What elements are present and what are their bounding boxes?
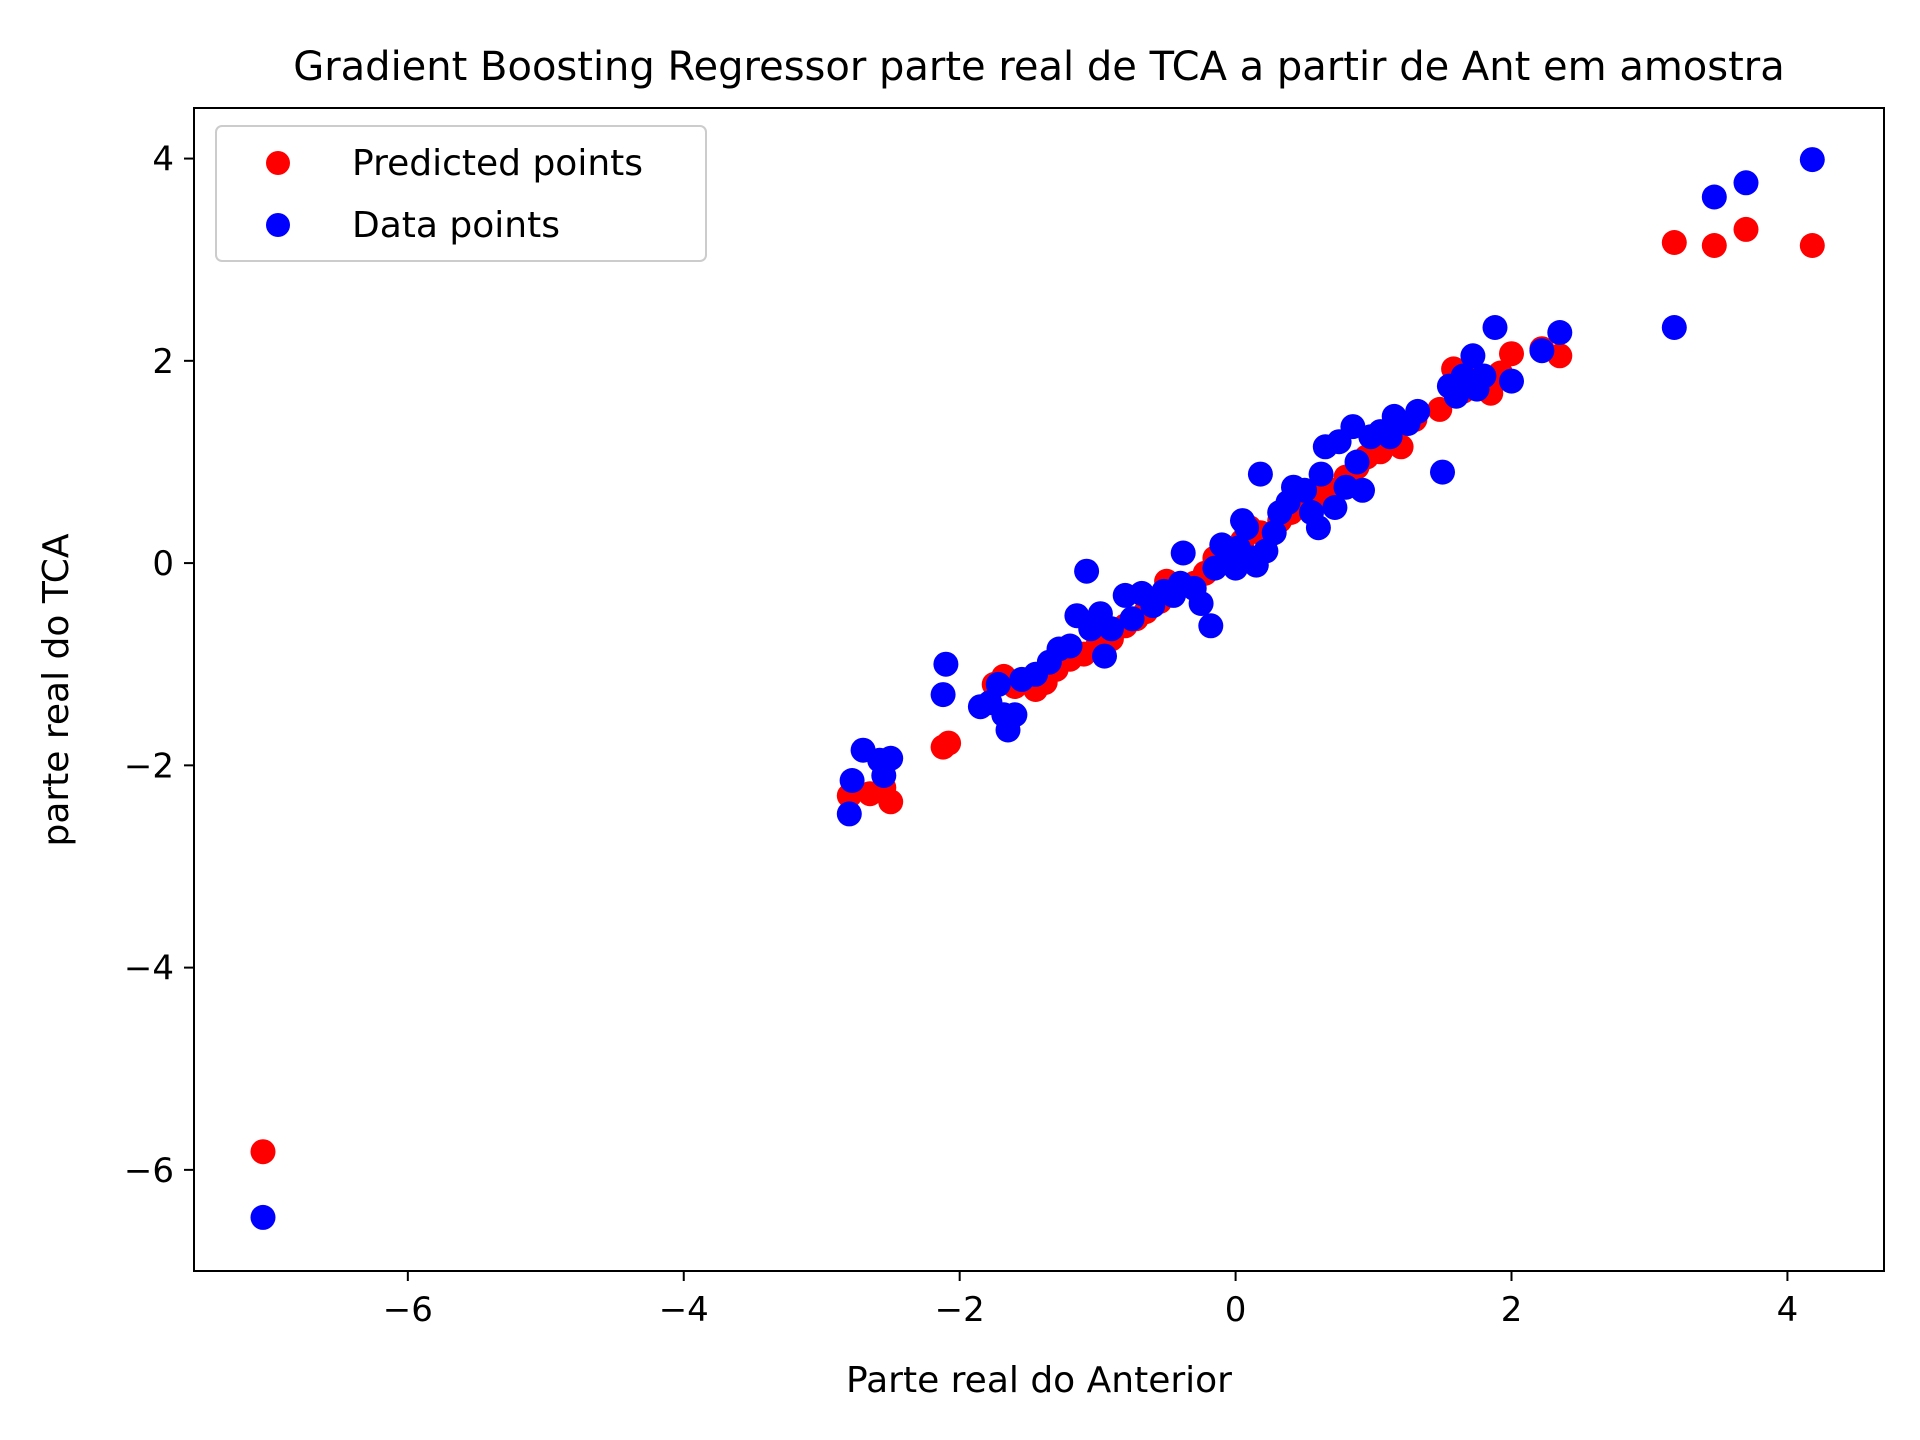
data-point-14 — [1002, 702, 1028, 728]
predicted-point-56 — [1799, 233, 1825, 258]
predicted-point-6 — [936, 730, 962, 756]
y-tick-label: 2 — [152, 342, 174, 382]
data-point-73 — [1460, 343, 1486, 369]
data-point-83 — [1799, 147, 1825, 173]
legend-label-data: Data points — [352, 205, 560, 246]
data-point-1 — [836, 801, 862, 827]
x-tick-label: −2 — [935, 1290, 985, 1330]
y-tick-label: 4 — [152, 140, 174, 180]
data-point-78 — [1529, 338, 1555, 364]
data-point-71 — [1443, 383, 1469, 409]
legend-label-predicted: Predicted points — [352, 143, 643, 184]
predicted-point-0 — [250, 1139, 276, 1165]
predicted-point-53 — [1661, 230, 1687, 255]
data-point-33 — [1170, 540, 1196, 566]
x-tick-label: 0 — [1225, 1290, 1247, 1330]
data-point-36 — [1198, 613, 1224, 639]
data-point-11 — [985, 671, 1011, 697]
data-point-46 — [1247, 461, 1273, 487]
x-tick-label: 2 — [1501, 1290, 1523, 1330]
data-point-79 — [1547, 320, 1573, 345]
data-point-81 — [1701, 184, 1727, 210]
data-point-7 — [930, 682, 956, 708]
data-point-62 — [1350, 477, 1375, 503]
chart-title: Gradient Boosting Regressor parte real d… — [293, 44, 1785, 90]
data-point-24 — [1092, 643, 1117, 669]
data-point-80 — [1661, 315, 1687, 340]
data-point-75 — [1471, 363, 1497, 389]
data-point-55 — [1308, 461, 1334, 487]
data-point-48 — [1261, 520, 1287, 546]
predicted-point-50 — [1499, 341, 1524, 367]
data-point-35 — [1188, 591, 1214, 616]
x-tick-label: 4 — [1777, 1290, 1799, 1330]
y-tick-label: 0 — [152, 544, 174, 584]
y-axis-label: parte real do TCA — [36, 533, 77, 846]
data-point-68 — [1405, 398, 1431, 424]
data-point-57 — [1322, 495, 1348, 520]
predicted-point-54 — [1701, 233, 1727, 258]
data-point-8 — [933, 651, 959, 677]
predicted-point-55 — [1733, 216, 1759, 242]
data-point-25 — [1098, 616, 1124, 642]
data-point-27 — [1119, 606, 1145, 632]
y-tick-label: −2 — [124, 746, 174, 786]
data-point-77 — [1499, 368, 1524, 394]
x-tick-label: −4 — [659, 1290, 709, 1330]
x-axis: −6 −4 −2 0 2 4 — [383, 1271, 1798, 1330]
data-point-82 — [1733, 170, 1759, 196]
plot-area-frame — [193, 107, 1885, 1272]
data-point-76 — [1482, 315, 1508, 340]
data-point-19 — [1057, 633, 1083, 659]
data-point-2 — [839, 768, 865, 793]
y-tick-label: −6 — [124, 1151, 174, 1191]
data-point-61 — [1344, 449, 1370, 475]
data-point-69 — [1430, 459, 1455, 485]
data-point-54 — [1305, 515, 1331, 541]
plot-marks — [250, 147, 1825, 1230]
data-point-52 — [1292, 477, 1318, 503]
legend: Predicted points Data points — [215, 125, 707, 262]
data-point-0 — [250, 1204, 276, 1230]
x-axis-label: Parte real do Anterior — [846, 1360, 1232, 1401]
y-tick-label: −4 — [124, 949, 174, 989]
legend-box — [215, 125, 707, 262]
legend-marker-data — [266, 213, 290, 237]
data-point-21 — [1074, 558, 1100, 584]
x-tick-label: −6 — [383, 1290, 433, 1330]
y-axis: −6 −4 −2 0 2 4 — [124, 140, 194, 1191]
legend-marker-predicted — [266, 151, 290, 175]
data-point-65 — [1377, 424, 1403, 450]
data-point-6 — [878, 745, 904, 771]
data-point-43 — [1234, 515, 1260, 541]
